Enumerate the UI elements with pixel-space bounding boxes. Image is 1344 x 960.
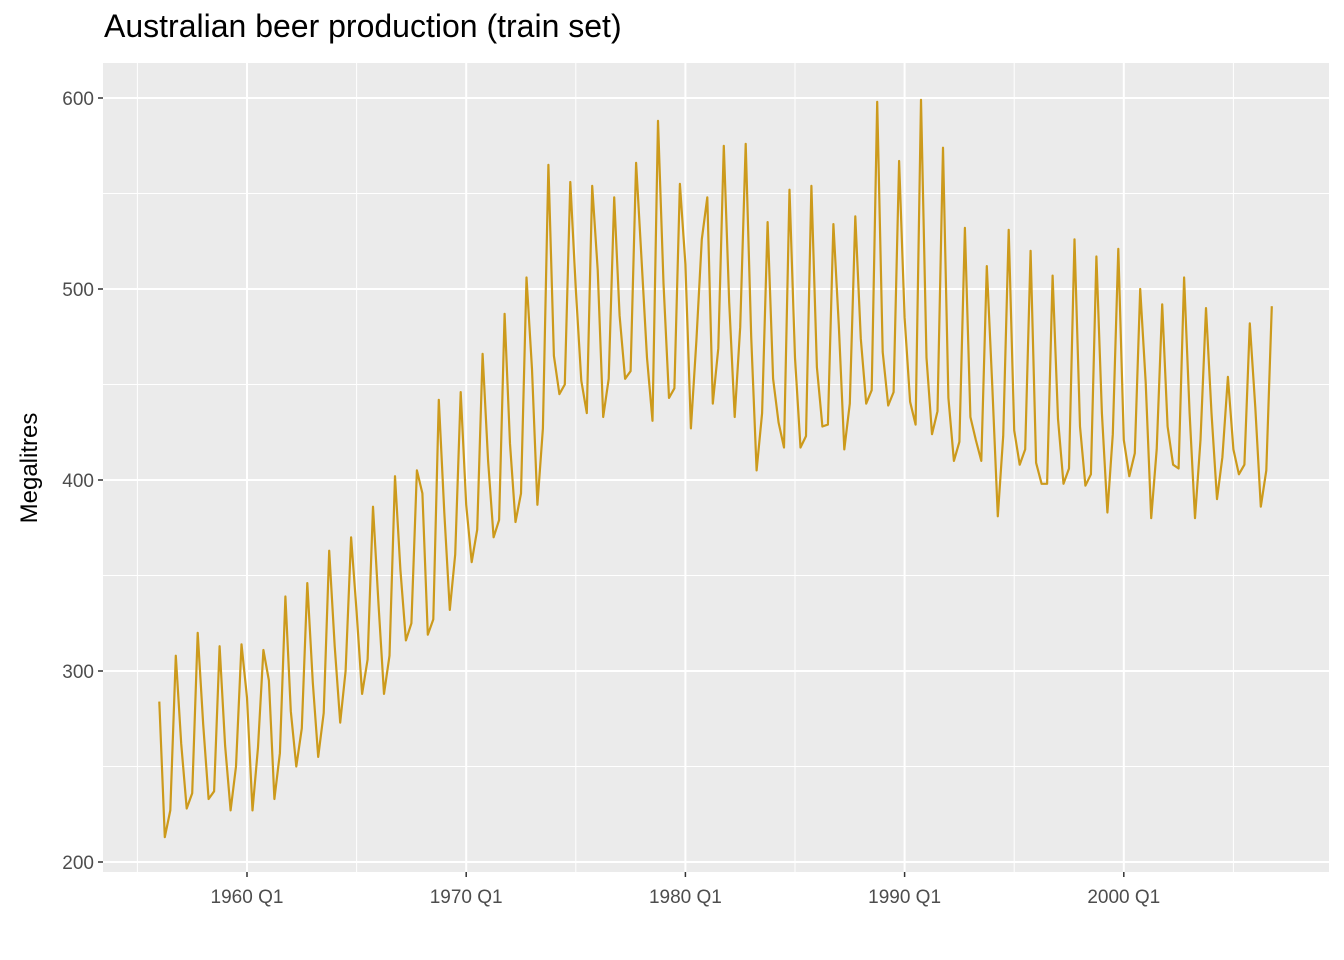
y-tick-label: 600: [62, 89, 94, 110]
x-tick-label: 1960 Q1: [211, 887, 284, 908]
x-tick-label: 1990 Q1: [868, 887, 941, 908]
y-tick-label: 400: [62, 471, 94, 492]
y-tick-label: 200: [62, 853, 94, 874]
plot-panel: [103, 63, 1329, 872]
chart-title: Australian beer production (train set): [104, 8, 622, 44]
series-line-beer: [158, 98, 1273, 839]
y-tick-label: 300: [62, 662, 94, 683]
x-tick-label: 2000 Q1: [1087, 887, 1160, 908]
y-tick-label: 500: [62, 280, 94, 301]
x-tick-label: 1970 Q1: [430, 887, 503, 908]
x-tick-label: 1980 Q1: [649, 887, 722, 908]
y-axis-label: Megalitres: [16, 413, 43, 524]
